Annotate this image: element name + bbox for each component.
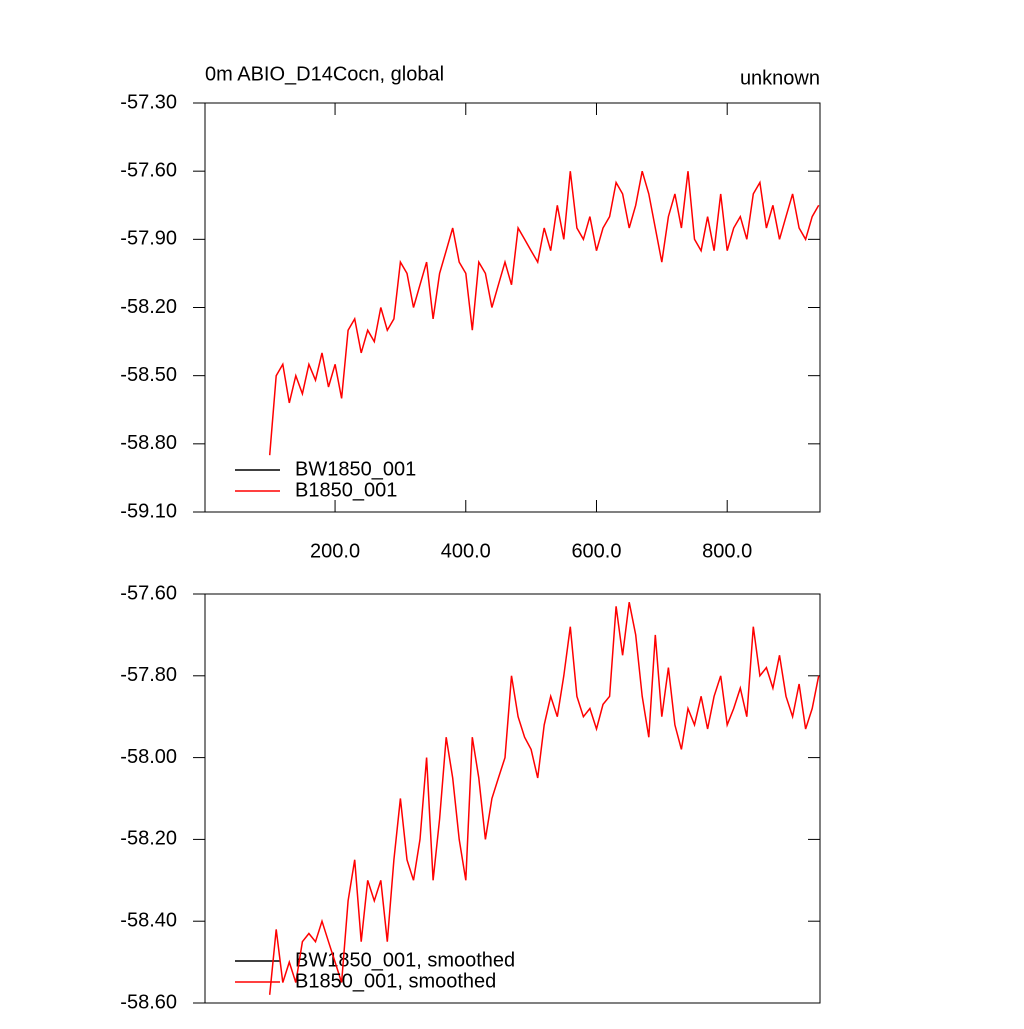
y-tick-label: -58.20 (120, 296, 177, 318)
x-tick-label: 800.0 (702, 540, 752, 562)
data-line (268, 602, 820, 995)
x-tick-label: 400.0 (441, 540, 491, 562)
y-tick-label: -57.80 (120, 664, 177, 686)
x-tick-label: 600.0 (571, 540, 621, 562)
y-tick-label: -58.20 (120, 828, 177, 850)
chart-title: 0m ABIO_D14Cocn, global (205, 63, 444, 85)
y-tick-label: -58.80 (120, 432, 177, 454)
y-tick-label: -58.60 (120, 991, 177, 1013)
y-tick-label: -58.40 (120, 909, 177, 931)
y-tick-label: -58.50 (120, 364, 177, 386)
y-tick-label: -58.00 (120, 746, 177, 768)
y-tick-label: -57.60 (120, 159, 177, 181)
legend-label: B1850_001, smoothed (295, 970, 496, 992)
data-line (268, 170, 820, 456)
legend-label: BW1850_001 (295, 458, 416, 480)
x-tick-label: 200.0 (310, 540, 360, 562)
chart-subtitle: unknown (740, 67, 820, 89)
legend-label: B1850_001 (295, 479, 397, 501)
y-tick-label: -57.30 (120, 91, 177, 113)
y-tick-label: -57.90 (120, 228, 177, 250)
y-tick-label: -57.60 (120, 582, 177, 604)
legend-label: BW1850_001, smoothed (295, 949, 515, 971)
y-tick-label: -59.10 (120, 500, 177, 522)
plot-frame (204, 593, 821, 1004)
plot-frame (204, 102, 821, 513)
